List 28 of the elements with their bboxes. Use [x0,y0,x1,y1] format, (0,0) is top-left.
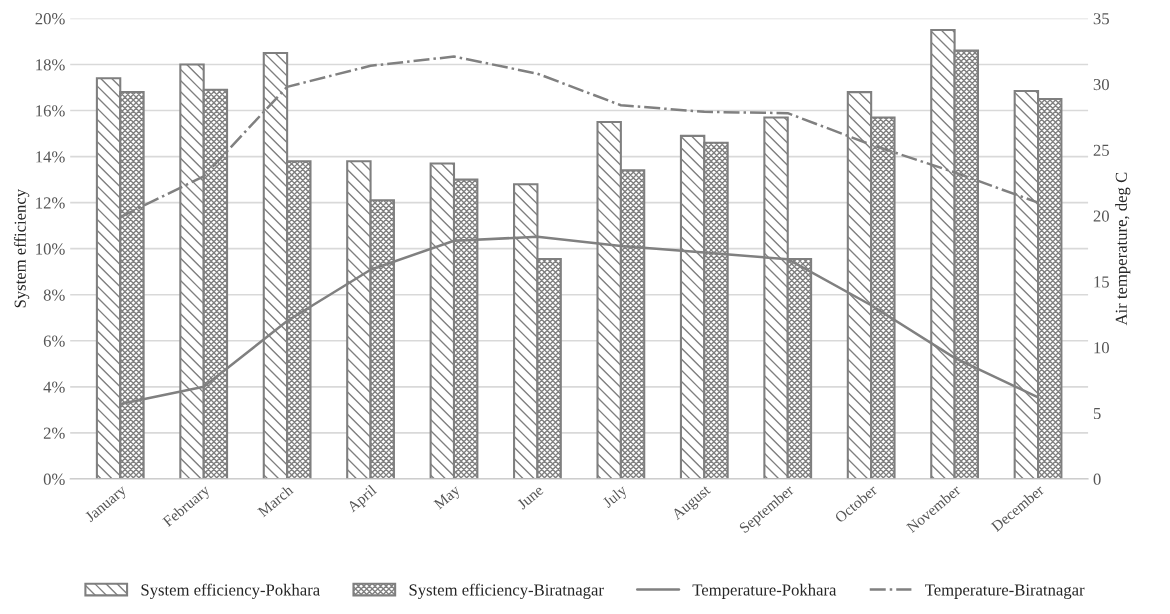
y-tick-label: 2% [43,427,65,439]
legend-label: System efficiency-Pokhara [141,583,320,599]
y2-tick-label: 5 [1093,408,1101,420]
y2-tick-label: 30 [1093,78,1109,91]
legend-label: System efficiency-Biratnagar [409,583,604,599]
x-tick-label: July [601,483,630,511]
y-tick-label: 16% [36,105,65,117]
y-tick-label: 18% [36,59,65,71]
legend-label: Temperature-Biratnagar [925,584,1085,599]
y-tick-label: 14% [36,151,65,163]
y-tick-label: 4% [43,381,65,393]
y2-tick-label: 0 [1093,473,1101,485]
y2-tick-label: 35 [1093,13,1109,25]
y2-tick-label: 20 [1093,210,1109,222]
y2-axis-title: Air temperature, deg C [1115,172,1131,326]
y-tick-label: 0% [43,473,65,485]
y-axis-title: System efficiency [13,188,30,308]
y2-tick-label: 15 [1094,276,1109,288]
x-tick-label: June [516,484,544,510]
y2-tick-label: 10 [1094,342,1109,354]
y-tick-label: 20% [35,13,65,25]
y-tick-label: 12% [36,197,65,209]
y-tick-label: 8% [43,289,65,301]
y-tick-label: 6% [43,335,65,347]
x-tick-label: May [433,484,463,513]
y2-tick-label: 25 [1093,144,1109,156]
y-tick-label: 10% [36,243,65,255]
legend-label: Temperature-Pokhara [692,583,837,599]
